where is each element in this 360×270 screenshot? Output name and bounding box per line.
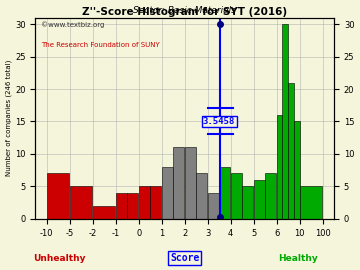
Bar: [173, 147, 184, 219]
Bar: [254, 180, 265, 219]
Bar: [93, 206, 115, 219]
Bar: [277, 115, 282, 219]
Text: The Research Foundation of SUNY: The Research Foundation of SUNY: [41, 42, 160, 48]
Bar: [127, 193, 139, 219]
Bar: [185, 147, 196, 219]
Bar: [219, 167, 230, 219]
Text: Unhealthy: Unhealthy: [33, 254, 85, 263]
Bar: [150, 186, 162, 219]
Bar: [265, 173, 276, 219]
Bar: [294, 122, 300, 219]
Bar: [300, 186, 322, 219]
Bar: [116, 193, 127, 219]
Title: Z''-Score Histogram for SYT (2016): Z''-Score Histogram for SYT (2016): [82, 7, 287, 17]
Bar: [196, 173, 207, 219]
Text: Score: Score: [170, 253, 199, 263]
Bar: [283, 24, 288, 219]
Text: Healthy: Healthy: [278, 254, 318, 263]
Bar: [242, 186, 253, 219]
Bar: [162, 167, 173, 219]
Text: ©www.textbiz.org: ©www.textbiz.org: [41, 22, 104, 28]
Text: Sector: Basic Materials: Sector: Basic Materials: [133, 6, 236, 15]
Bar: [70, 186, 92, 219]
Bar: [47, 173, 69, 219]
Bar: [139, 186, 150, 219]
Bar: [208, 193, 219, 219]
Y-axis label: Number of companies (246 total): Number of companies (246 total): [5, 60, 12, 176]
Text: 3.5458: 3.5458: [203, 117, 235, 126]
Bar: [288, 83, 294, 219]
Bar: [231, 173, 242, 219]
